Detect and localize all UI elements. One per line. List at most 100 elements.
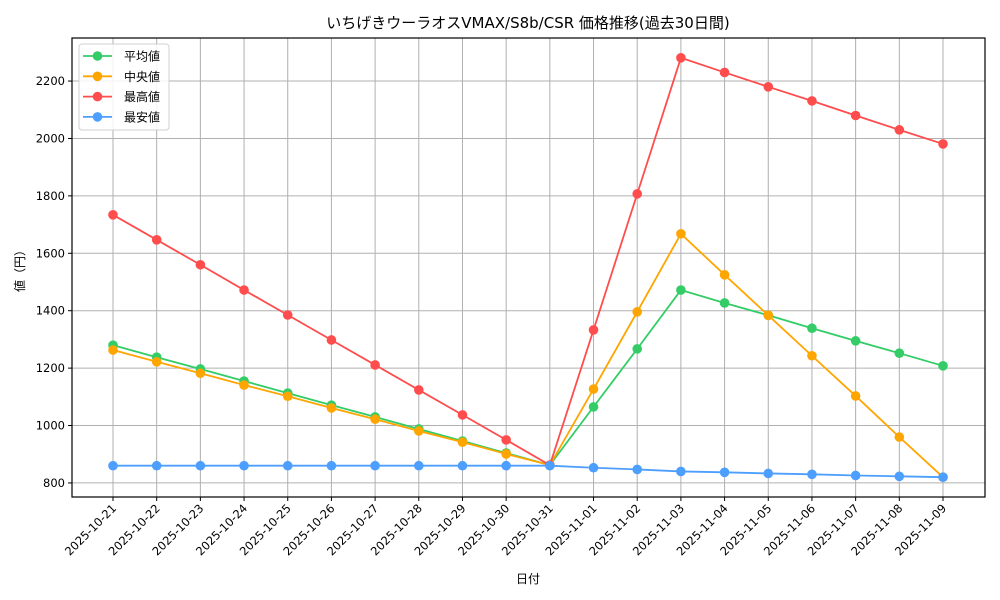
legend-label: 最安値 (124, 109, 160, 124)
data-point-marker (938, 139, 948, 149)
series-line (112, 232, 944, 478)
series-1 (108, 228, 948, 482)
data-point-marker (588, 402, 599, 412)
data-point-marker (850, 110, 861, 121)
data-point-marker (676, 53, 686, 63)
y-tick-label: 1000 (36, 419, 65, 433)
x-axis-ticks: 2025-10-212025-10-222025-10-232025-10-24… (62, 497, 949, 558)
legend-label: 平均値 (124, 49, 160, 64)
data-point-marker (894, 125, 905, 135)
legend-marker-icon (92, 51, 103, 61)
data-point-marker (588, 384, 599, 394)
data-point-marker (894, 471, 905, 482)
y-tick-label: 2000 (36, 131, 65, 145)
data-point-marker (108, 345, 118, 355)
legend-marker-icon (92, 91, 103, 102)
data-point-marker (457, 410, 468, 420)
y-axis-label: 値（円） (12, 244, 27, 292)
data-point-marker (719, 270, 730, 280)
data-point-marker (807, 96, 817, 106)
data-point-marker (632, 307, 643, 317)
legend-item: 平均値 (83, 49, 160, 64)
series-line (113, 464, 944, 479)
x-axis-label: 日付 (516, 572, 540, 586)
series-2 (108, 53, 948, 470)
data-point-marker (151, 356, 162, 367)
data-point-marker (108, 210, 118, 220)
data-point-marker (938, 472, 948, 482)
legend-item: 中央値 (83, 69, 160, 84)
data-point-marker (282, 391, 293, 402)
data-point-marker (763, 81, 774, 92)
y-axis-ticks: 800 1000 1200 1400 1600 1800 2000 2200 (36, 74, 72, 490)
y-tick-label: 1800 (36, 189, 65, 203)
data-point-marker (370, 460, 380, 471)
data-point-marker (195, 460, 206, 471)
data-point-marker (326, 403, 337, 413)
series-line (112, 56, 944, 467)
data-point-marker (676, 466, 686, 477)
plot-frame (71, 37, 986, 498)
series-0 (108, 285, 948, 470)
y-tick-label: 800 (43, 476, 65, 490)
data-point-marker (894, 348, 905, 358)
y-tick-label: 1400 (36, 304, 65, 318)
data-point-marker (282, 310, 293, 320)
data-point-marker (501, 449, 511, 459)
data-point-marker (457, 460, 468, 471)
chart-title: いちげきウーラオスVMAX/S8b/CSR 価格推移(過去30日間) (326, 14, 729, 32)
data-point-marker (501, 460, 511, 471)
data-point-marker (719, 67, 730, 78)
data-point-marker (807, 350, 817, 361)
legend-box (78, 43, 170, 131)
y-tick-label: 1200 (36, 361, 65, 375)
legend-marker-icon (92, 71, 103, 82)
legend-item: 最高値 (83, 89, 160, 104)
data-point-marker (763, 310, 774, 321)
data-point-marker (676, 228, 686, 239)
data-point-marker (282, 460, 293, 471)
legend-item: 最安値 (83, 109, 160, 124)
data-point-marker (457, 437, 468, 447)
y-tick-label: 2200 (36, 74, 65, 88)
data-point-marker (195, 368, 206, 379)
data-point-marker (239, 285, 249, 295)
data-point-marker (239, 460, 249, 471)
data-point-marker (370, 360, 380, 370)
data-point-marker (108, 460, 118, 471)
data-point-marker (807, 469, 817, 480)
data-point-marker (938, 361, 948, 371)
legend-marker-icon (92, 112, 103, 122)
y-tick-label: 1600 (36, 246, 65, 260)
grid (72, 38, 985, 497)
data-point-marker (545, 460, 555, 471)
data-point-marker (850, 470, 861, 481)
data-point-marker (195, 259, 206, 270)
data-point-marker (632, 344, 643, 354)
data-point-marker (676, 285, 686, 295)
legend-label: 最高値 (124, 89, 160, 104)
data-point-marker (370, 414, 380, 425)
data-point-marker (326, 335, 337, 345)
data-point-marker (239, 380, 249, 390)
data-point-marker (894, 432, 905, 442)
legend-label: 中央値 (124, 69, 160, 84)
series-line (112, 288, 944, 467)
data-point-marker (807, 323, 817, 334)
series-lines (108, 53, 948, 482)
data-point-marker (588, 462, 599, 473)
data-point-marker (588, 325, 599, 335)
data-point-marker (632, 189, 643, 199)
data-point-marker (719, 467, 730, 478)
data-point-marker (413, 426, 424, 436)
data-point-marker (413, 460, 424, 471)
data-point-marker (763, 468, 774, 479)
data-point-marker (151, 234, 162, 245)
data-point-marker (151, 460, 162, 471)
data-point-marker (850, 336, 861, 346)
data-point-marker (719, 298, 730, 308)
data-point-marker (632, 464, 643, 475)
